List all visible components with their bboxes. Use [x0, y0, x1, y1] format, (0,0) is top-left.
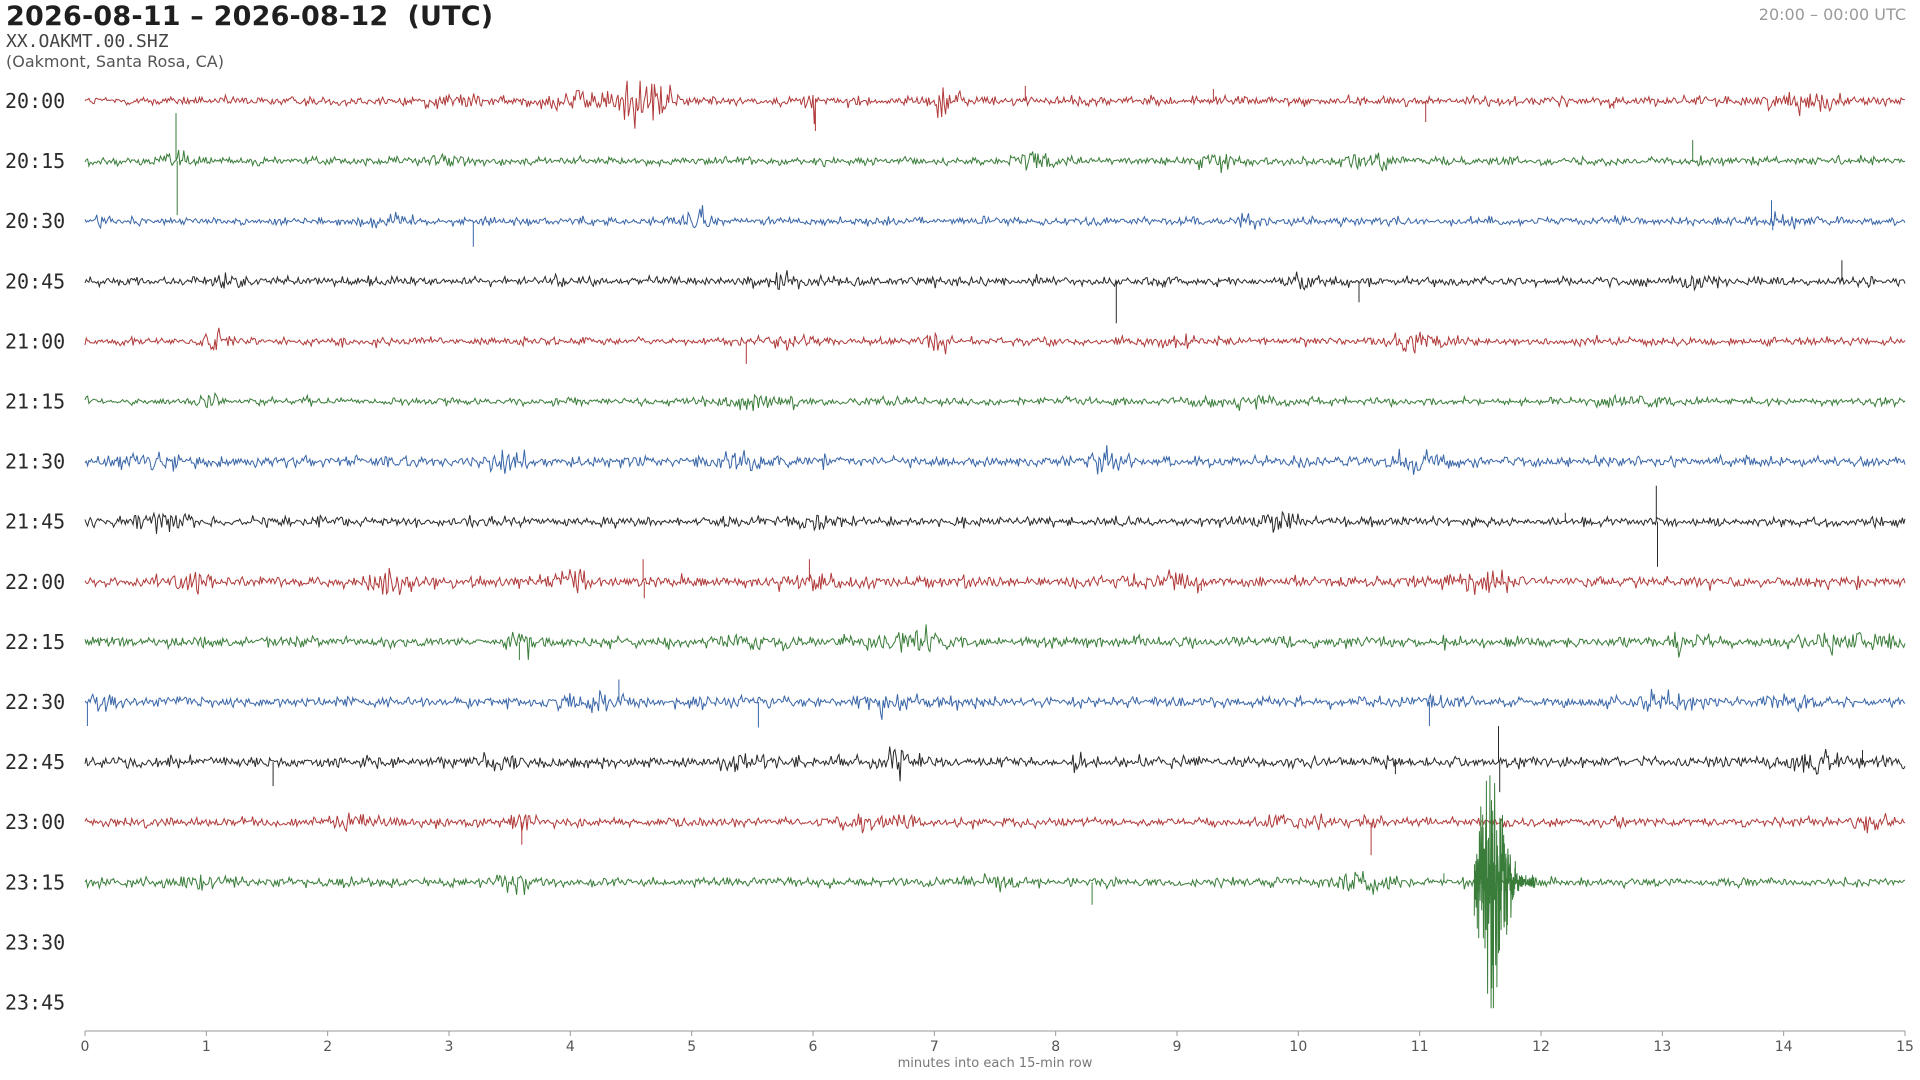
- x-tick-label: 7: [930, 1039, 939, 1055]
- row-time-label: 21:30: [5, 450, 65, 474]
- x-axis-label: minutes into each 15-min row: [897, 1056, 1093, 1071]
- trace-2245: [84, 726, 1906, 793]
- trace-2130: [84, 445, 1906, 475]
- trace-2000: [84, 80, 1906, 131]
- row-time-label: 20:45: [5, 269, 65, 293]
- trace-2145: [84, 485, 1906, 567]
- station-location: (Oakmont, Santa Rosa, CA): [6, 52, 224, 71]
- row-time-label: 22:15: [5, 630, 65, 654]
- trace-2300: [84, 812, 1906, 856]
- x-tick-label: 12: [1532, 1039, 1550, 1055]
- station-code: XX.OAKMT.00.SHZ: [6, 31, 169, 52]
- row-time-label: 23:00: [5, 810, 65, 834]
- row-time-label: 20:30: [5, 209, 65, 233]
- chart-title: 2026-08-11 – 2026-08-12 (UTC): [6, 1, 494, 32]
- earthquake-event-trace: [1473, 775, 1536, 1009]
- x-tick-label: 2: [323, 1039, 332, 1055]
- time-range: 20:00 – 00:00 UTC: [1758, 5, 1906, 24]
- trace-2015: [84, 113, 1906, 216]
- trace-2045: [84, 260, 1906, 324]
- row-time-label: 20:15: [5, 149, 65, 173]
- row-time-label: 23:15: [5, 870, 65, 894]
- trace-2200: [84, 559, 1906, 599]
- trace-2215: [84, 624, 1906, 660]
- row-time-label: 22:30: [5, 690, 65, 714]
- x-tick-label: 15: [1896, 1039, 1914, 1055]
- x-tick-label: 11: [1411, 1039, 1429, 1055]
- trace-2315: [84, 871, 1906, 905]
- x-tick-label: 13: [1653, 1039, 1671, 1055]
- row-time-label: 20:00: [5, 89, 65, 113]
- trace-2115: [84, 391, 1906, 412]
- x-tick-label: 10: [1289, 1039, 1307, 1055]
- row-time-label: 21:45: [5, 510, 65, 534]
- row-time-label: 21:00: [5, 329, 65, 353]
- x-tick-label: 8: [1051, 1039, 1060, 1055]
- x-tick-label: 14: [1775, 1039, 1793, 1055]
- trace-2230: [84, 679, 1906, 728]
- x-tick-label: 0: [81, 1039, 90, 1055]
- row-time-label: 22:45: [5, 750, 65, 774]
- x-tick-label: 3: [445, 1039, 454, 1055]
- trace-2100: [84, 327, 1906, 364]
- row-time-label: 23:45: [5, 991, 65, 1015]
- row-time-label: 23:30: [5, 930, 65, 954]
- x-tick-label: 5: [687, 1039, 696, 1055]
- x-tick-label: 1: [202, 1039, 211, 1055]
- row-time-label: 21:15: [5, 390, 65, 414]
- x-tick-label: 9: [1173, 1039, 1182, 1055]
- row-time-label: 22:00: [5, 570, 65, 594]
- x-tick-label: 6: [809, 1039, 818, 1055]
- x-tick-label: 4: [566, 1039, 575, 1055]
- trace-2030: [84, 200, 1906, 247]
